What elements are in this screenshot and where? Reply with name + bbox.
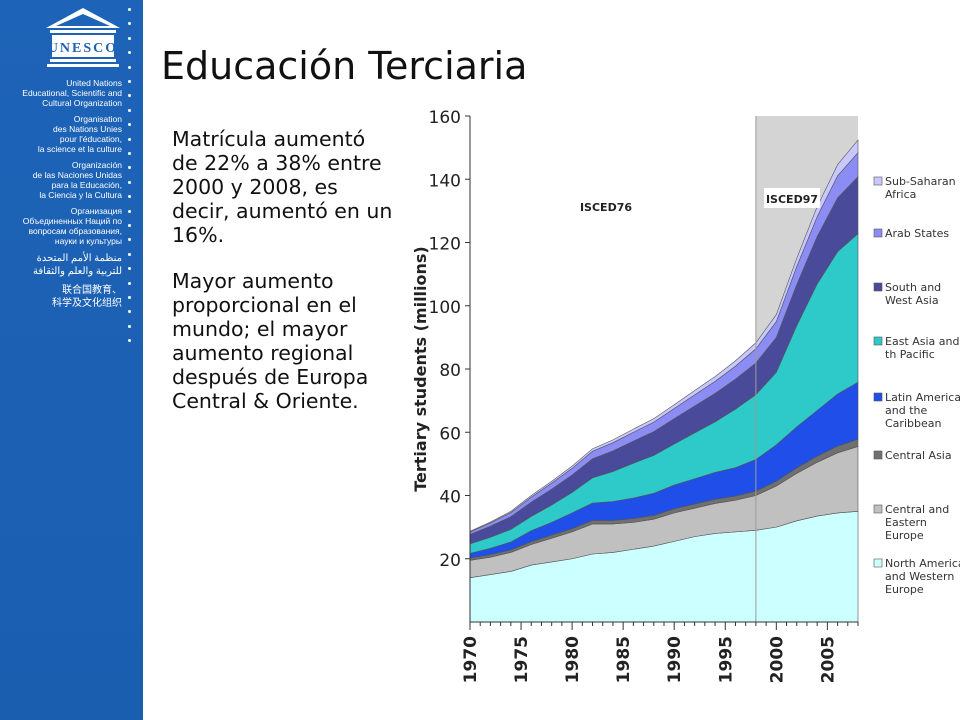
unesco-logo: UNESCO xyxy=(46,8,120,67)
divider-dot xyxy=(128,296,131,299)
divider-dot xyxy=(128,209,131,213)
annotation-label: ISCED97 xyxy=(766,193,818,206)
divider-dot xyxy=(128,51,131,55)
legend-label: Central Asia xyxy=(885,449,952,462)
divider-dot xyxy=(128,252,131,256)
paragraph-enrollment: Matrícula aumentó de 22% a 38% entre 200… xyxy=(172,127,393,247)
y-tick-label: 100 xyxy=(429,298,461,318)
org-name-line: de las Naciones Unidas xyxy=(32,170,122,180)
org-name-line: науки и культуры xyxy=(54,236,122,246)
x-tick-label: 1970 xyxy=(461,636,481,683)
annotation-isced76 xyxy=(578,196,634,216)
x-tick-label: 1975 xyxy=(512,636,532,683)
organization-names: United Nations Educational, Scientific an… xyxy=(0,78,122,316)
legend-swatch xyxy=(873,392,883,402)
y-tick-label: 160 xyxy=(429,108,461,128)
org-name-block: Organisation des Nations Unies pour l'éduc… xyxy=(0,114,122,154)
divider-dot xyxy=(128,310,131,314)
legend-swatch xyxy=(873,504,883,514)
divider-dot xyxy=(128,152,131,155)
logo-text: UNESCO xyxy=(48,41,118,56)
divider-dot xyxy=(128,8,131,11)
org-name-line: 联合国教育、 xyxy=(62,285,122,296)
legend-swatch xyxy=(873,228,883,238)
org-name-block: Organización de las Naciones Unidas para l… xyxy=(0,160,122,200)
legend-label: Latin America and the Caribbean xyxy=(885,391,960,430)
org-name-line: Organisation xyxy=(73,114,122,124)
annotation-box-isced97 xyxy=(764,188,820,208)
body-text: Matrícula aumentó de 22% a 38% entre 200… xyxy=(172,127,397,435)
org-name-line: منظمة الأمم المتحدة xyxy=(36,253,122,264)
org-name-block: Организация Объединенных Наций по вопросам… xyxy=(0,206,122,246)
sidebar: UNESCO United Nations Educational, Scient… xyxy=(0,0,143,720)
y-tick-label: 80 xyxy=(439,361,461,381)
x-tick-label: 1995 xyxy=(716,636,736,683)
page-title: Educación Terciaria xyxy=(161,44,528,88)
divider-dot xyxy=(128,166,131,170)
legend-swatch xyxy=(873,176,883,186)
annotation-box xyxy=(578,196,634,216)
x-tick-label: 1990 xyxy=(665,636,685,683)
annotation-label: ISCED76 xyxy=(580,201,632,214)
divider-dot xyxy=(128,80,131,83)
sidebar-dot-divider xyxy=(127,2,133,347)
org-name-line: Educational, Scientific and xyxy=(22,88,122,98)
legend-swatch xyxy=(873,558,883,568)
divider-dot xyxy=(128,224,131,227)
org-name-line: des Nations Unies xyxy=(53,124,122,134)
org-name-block: United Nations Educational, Scientific an… xyxy=(0,78,122,108)
org-name-line: للتربية والعلم والثقافة xyxy=(33,266,122,277)
legend-label: North America and Western Europe xyxy=(885,557,960,596)
tertiary-students-chart: 20 40 60 80 100 120 140 160 1970 1975 1980 1985 1990… xyxy=(411,108,960,683)
y-tick-label: 120 xyxy=(429,235,461,255)
legend-label: Central and Eastern Europe xyxy=(885,503,949,542)
divider-dot xyxy=(128,94,131,98)
org-name-block: منظمة الأمم المتحدة للتربية والعلم والثقا… xyxy=(0,252,122,278)
divider-dot xyxy=(128,137,131,141)
org-name-line: Cultural Organization xyxy=(42,98,122,108)
x-tick-label: 1985 xyxy=(614,636,634,683)
org-name-line: la science et la culture xyxy=(37,144,122,154)
legend-label: South and West Asia xyxy=(885,281,941,307)
y-tick-label: 60 xyxy=(439,424,461,444)
y-axis-label: Tertiary students (millions) xyxy=(411,246,430,492)
org-name-line: вопросам образования, xyxy=(28,226,122,236)
org-name-line: Organización xyxy=(71,160,122,170)
org-name-line: Объединенных Наций по xyxy=(22,216,122,226)
divider-dot xyxy=(128,123,131,127)
x-tick-label: 2000 xyxy=(767,636,787,683)
y-tick-label: 140 xyxy=(429,171,461,191)
legend-swatch xyxy=(873,336,883,346)
divider-dot xyxy=(128,339,131,343)
divider-dot xyxy=(128,238,131,242)
org-name-block: 联合国教育、科学及文化组织 xyxy=(0,284,122,310)
y-tick-label: 40 xyxy=(439,488,461,508)
legend-label: Arab States xyxy=(885,227,949,240)
org-name-line: Организация xyxy=(70,206,122,216)
divider-dot xyxy=(128,281,131,285)
divider-dot xyxy=(128,180,131,184)
org-name-line: la Ciencia y la Cultura xyxy=(39,190,122,200)
x-tick-label: 1980 xyxy=(563,636,583,683)
org-name-line: pour l'éducation, xyxy=(59,134,122,144)
divider-dot xyxy=(128,36,131,40)
divider-dot xyxy=(128,267,131,271)
divider-dot xyxy=(128,65,131,69)
divider-dot xyxy=(128,108,131,112)
y-tick-label: 20 xyxy=(439,551,461,571)
divider-dot xyxy=(128,195,131,199)
divider-dot xyxy=(128,324,131,328)
legend-label: East Asia and th Pacific xyxy=(885,335,959,361)
area-series-7 xyxy=(469,139,859,533)
paragraph-growth: Mayor aumento proporcional en el mundo; … xyxy=(172,269,369,413)
org-name-line: United Nations xyxy=(66,78,122,88)
legend-swatch xyxy=(873,450,883,460)
x-tick-label: 2005 xyxy=(818,636,838,683)
org-name-line: 科学及文化组织 xyxy=(52,298,122,309)
legend-label: Sub-Saharan Africa xyxy=(885,175,956,201)
org-name-line: para la Educación, xyxy=(51,180,122,190)
divider-dot xyxy=(128,22,131,26)
legend-swatch xyxy=(873,282,883,292)
